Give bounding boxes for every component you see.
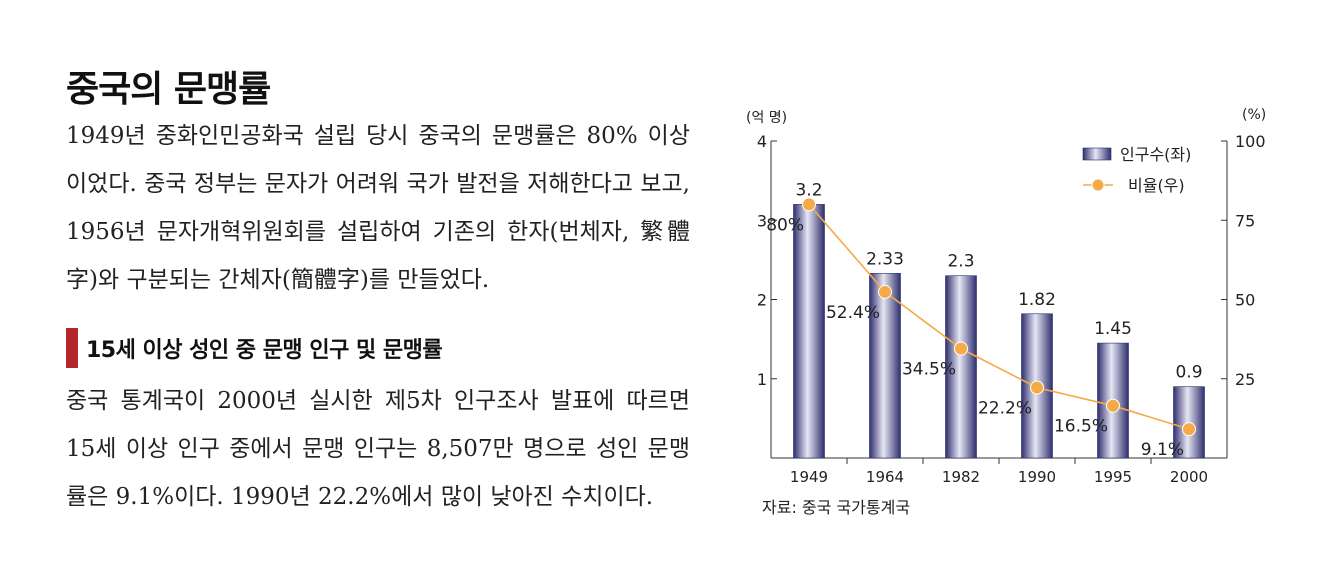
- bar-population: [869, 273, 901, 459]
- bar-data-label: 1.45: [1094, 319, 1132, 339]
- bar-population: [793, 204, 825, 459]
- ratio-data-label: 52.4%: [826, 303, 880, 323]
- x-tick-label: 1949: [790, 468, 828, 486]
- section-heading-text: 15세 이상 성인 중 문맹 인구 및 문맹률: [86, 338, 443, 363]
- y-left-tick-label: 2: [757, 291, 767, 310]
- x-tick-label: 1982: [942, 468, 980, 486]
- section-heading: 15세 이상 성인 중 문맹 인구 및 문맹률: [66, 328, 443, 368]
- y-right-unit: (%): [1242, 107, 1266, 123]
- ratio-data-label: 16.5%: [1054, 417, 1108, 437]
- ratio-point: [802, 197, 816, 212]
- ratio-data-label: 80%: [766, 215, 804, 235]
- bar-population: [1021, 313, 1053, 459]
- bar-data-label: 0.9: [1175, 363, 1202, 383]
- x-tick-label: 1995: [1094, 468, 1132, 486]
- ratio-point: [954, 341, 968, 356]
- legend-line-label: 비율(우): [1128, 176, 1185, 195]
- ratio-point: [878, 284, 892, 299]
- source-note: 자료: 중국 국가통계국: [762, 498, 911, 517]
- bar-data-label: 2.3: [947, 252, 974, 272]
- x-tick-label: 2000: [1170, 468, 1208, 486]
- ratio-data-label: 9.1%: [1141, 440, 1184, 460]
- detail-paragraph: 중국 통계국이 2000년 실시한 제5차 인구조사 발표에 따르면 15세 이…: [66, 388, 690, 510]
- ratio-point: [1182, 422, 1196, 437]
- ratio-line: [808, 203, 1190, 430]
- bar-data-label: 1.82: [1018, 290, 1056, 310]
- x-tick-label: 1990: [1018, 468, 1056, 486]
- y-right-tick-label: 100: [1235, 132, 1266, 151]
- legend-bar-label: 인구수(좌): [1120, 145, 1191, 164]
- legend-bar-swatch: [1082, 147, 1112, 161]
- x-tick-label: 1964: [866, 468, 904, 486]
- intro-paragraph: 1949년 중화인민공화국 설립 당시 중국의 문맹률은 80% 이상이었다. …: [66, 123, 690, 293]
- y-right-tick-label: 75: [1235, 211, 1255, 230]
- ratio-data-label: 22.2%: [978, 399, 1032, 419]
- y-right-tick-label: 50: [1235, 291, 1255, 310]
- ratio-data-label: 34.5%: [902, 360, 956, 380]
- heading-marker: [66, 328, 78, 368]
- ratio-point: [1106, 398, 1120, 413]
- ratio-point: [1030, 380, 1044, 395]
- y-right-tick-label: 25: [1235, 370, 1255, 389]
- y-left-tick-label: 3: [757, 211, 767, 230]
- bar-data-label: 2.33: [866, 249, 904, 269]
- y-left-unit: (억 명): [746, 110, 787, 126]
- legend-line-marker: [1091, 178, 1105, 192]
- bar-population: [945, 275, 977, 459]
- literacy-chart: 1 2 3 4 25 50 75 100 (억 명) (%) 1949 1964 1982 1990 199…: [746, 107, 1266, 486]
- y-left-tick-label: 4: [757, 132, 767, 151]
- y-left-tick-label: 1: [757, 370, 767, 389]
- bar-data-label: 3.2: [795, 180, 822, 200]
- page-title: 중국의 문맹률: [66, 69, 271, 110]
